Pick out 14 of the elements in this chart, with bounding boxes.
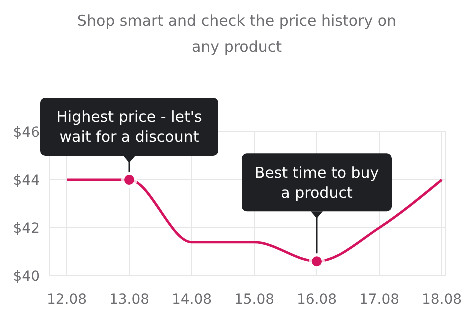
annotation: Best time to buy a product (242, 154, 392, 212)
x-tick-label: 14.08 (172, 292, 212, 308)
annotation: Highest price - let's wait for a discount (40, 98, 218, 156)
x-tick-label: 12.08 (46, 292, 88, 308)
x-tick-label: 16.08 (296, 292, 338, 308)
y-tick-label: $42 (13, 220, 40, 237)
y-tick-label: $40 (13, 268, 40, 285)
y-tick-label: $46 (13, 124, 40, 141)
x-tick-label: 18.08 (422, 292, 462, 308)
y-tick-label: $44 (13, 172, 40, 189)
x-tick-label: 13.08 (109, 292, 150, 308)
x-tick-label: 15.08 (234, 292, 275, 308)
x-tick-label: 17.08 (359, 292, 400, 308)
chart-title: Shop smart and check the price history on any product (76, 11, 398, 58)
